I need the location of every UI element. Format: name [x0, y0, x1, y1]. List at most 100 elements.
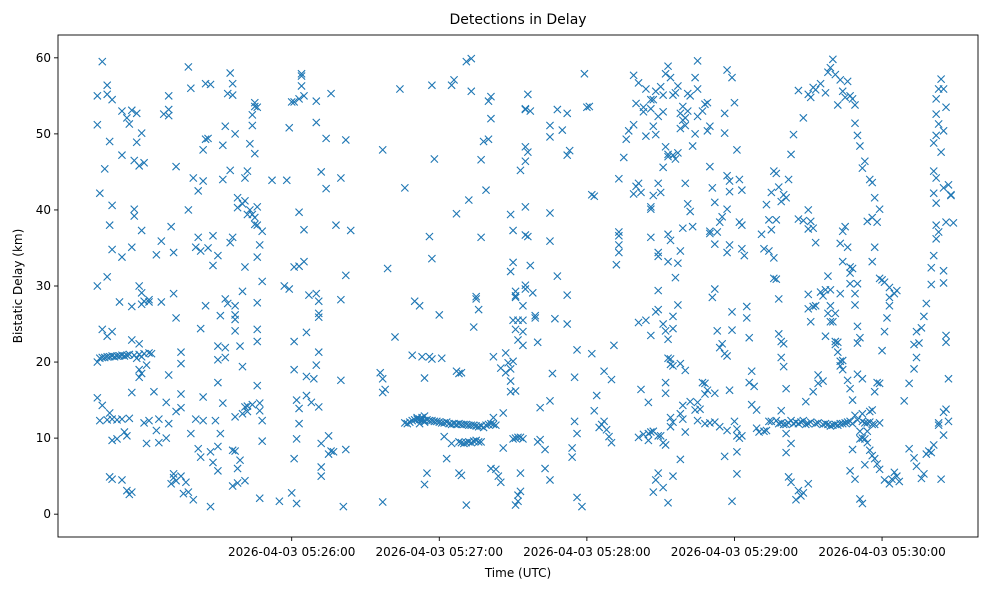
data-point [93, 120, 102, 129]
data-point [103, 272, 112, 281]
data-point [290, 454, 299, 463]
data-point [725, 177, 734, 186]
data-point [939, 266, 948, 275]
data-point [381, 385, 390, 394]
data-point [533, 437, 542, 446]
data-point [676, 124, 685, 133]
data-point [125, 414, 134, 423]
data-point [764, 247, 773, 256]
data-point [851, 411, 859, 420]
data-point [545, 237, 554, 246]
data-point [378, 374, 387, 383]
data-point [292, 396, 301, 405]
data-point [745, 333, 754, 342]
data-point [526, 107, 535, 116]
data-point [489, 413, 498, 422]
data-point [826, 285, 835, 294]
data-point [418, 352, 427, 361]
data-point [664, 150, 673, 159]
data-point [400, 183, 409, 192]
data-point [462, 501, 471, 510]
data-point [322, 184, 331, 193]
data-point [314, 297, 323, 306]
data-point [474, 437, 483, 446]
data-point [782, 429, 791, 438]
data-point [927, 448, 936, 457]
data-point [654, 252, 663, 261]
data-point [676, 359, 685, 368]
data-point [873, 378, 882, 387]
data-point [799, 113, 808, 122]
data-point [221, 122, 230, 131]
data-point [137, 129, 146, 138]
data-point [673, 81, 682, 90]
data-point [691, 129, 700, 138]
data-point [253, 381, 262, 390]
data-point [895, 477, 904, 486]
data-point [327, 89, 336, 98]
data-point [568, 444, 577, 452]
data-point [231, 301, 240, 310]
data-point [189, 495, 198, 504]
data-point [865, 175, 874, 184]
data-point [939, 431, 948, 440]
data-point [253, 325, 262, 334]
data-point [223, 89, 232, 98]
data-point [484, 135, 493, 144]
data-point [732, 469, 741, 478]
data-point [801, 420, 810, 429]
data-point [518, 316, 527, 325]
data-point [691, 405, 700, 414]
data-point [145, 295, 154, 304]
data-point [929, 139, 938, 147]
data-point [737, 186, 746, 195]
data-point [435, 310, 444, 319]
data-point [196, 247, 205, 256]
data-point [823, 68, 832, 77]
data-point [541, 464, 550, 473]
data-point [511, 386, 520, 395]
data-point [275, 497, 284, 506]
data-point [668, 361, 677, 370]
data-point [587, 190, 596, 199]
data-point [290, 97, 299, 106]
data-point [910, 453, 919, 462]
data-point [848, 264, 857, 273]
data-point [688, 142, 697, 151]
data-point [782, 384, 791, 393]
data-point [137, 288, 146, 297]
data-point [875, 274, 884, 283]
data-point [509, 258, 518, 267]
data-point [666, 413, 675, 422]
data-point [855, 494, 864, 503]
data-point [317, 167, 326, 176]
data-point [848, 419, 857, 428]
data-point [659, 320, 668, 329]
data-point [282, 176, 291, 185]
data-point [865, 407, 874, 416]
data-point [454, 437, 463, 446]
data-point [634, 433, 643, 442]
data-point [705, 229, 714, 238]
data-point [804, 290, 813, 299]
data-point [541, 445, 550, 454]
data-point [201, 301, 210, 310]
data-point [836, 289, 845, 298]
data-point [804, 205, 813, 214]
data-point [199, 145, 208, 154]
data-point [248, 400, 257, 409]
data-point [432, 417, 441, 426]
data-point [140, 158, 149, 167]
data-point [509, 434, 518, 443]
data-point [929, 167, 938, 176]
data-point [794, 86, 803, 95]
data-point [108, 436, 117, 445]
data-point [238, 362, 247, 371]
data-point [452, 209, 461, 218]
data-point [934, 421, 943, 430]
data-point [772, 275, 781, 284]
data-point [900, 396, 909, 405]
data-point [189, 174, 198, 182]
data-point [764, 215, 773, 224]
data-point [233, 479, 242, 487]
